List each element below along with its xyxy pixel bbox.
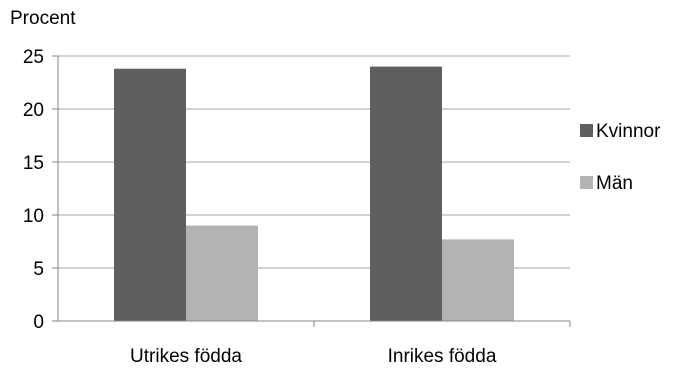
y-tick-label: 5 — [33, 259, 44, 280]
bars — [114, 66, 514, 321]
legend-label: Män — [596, 173, 633, 194]
y-tick-label: 20 — [23, 100, 44, 121]
y-tick-labels: 0 5 10 15 20 25 — [23, 47, 44, 333]
legend-swatch — [580, 124, 593, 137]
y-axis-title: Procent — [10, 8, 76, 29]
axes — [57, 56, 571, 327]
bar-man-1 — [442, 239, 514, 321]
legend: Kvinnor Män — [580, 121, 661, 194]
y-tick-label: 10 — [23, 206, 44, 227]
y-tick-label: 25 — [23, 47, 44, 68]
y-tick-label: 0 — [33, 312, 44, 333]
category-label: Inrikes födda — [388, 346, 497, 367]
legend-swatch — [580, 176, 593, 189]
category-labels: Utrikes födda Inrikes födda — [130, 346, 497, 367]
category-label: Utrikes födda — [130, 346, 242, 367]
bar-man-0 — [186, 225, 258, 321]
bar-kvinnor-1 — [370, 66, 442, 321]
y-tick-label: 15 — [23, 153, 44, 174]
bar-kvinnor-0 — [114, 68, 186, 321]
legend-label: Kvinnor — [596, 121, 661, 142]
